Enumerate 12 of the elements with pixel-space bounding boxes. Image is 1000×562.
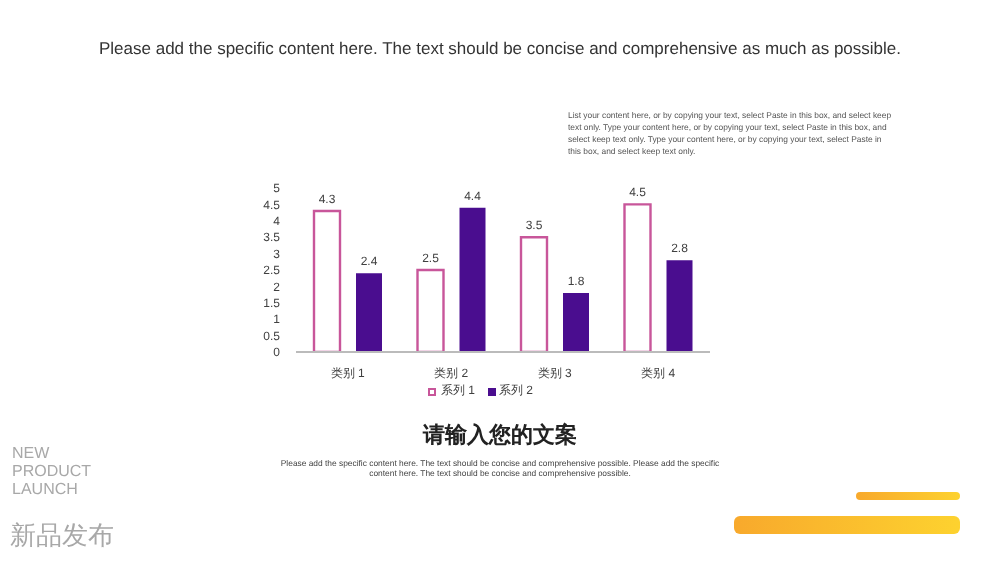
text: 请输入您的文案 xyxy=(423,424,577,448)
bar xyxy=(416,268,445,352)
text: NEW PRODUCT LAUNCH xyxy=(12,444,93,499)
bar xyxy=(623,203,652,352)
bar xyxy=(459,207,486,352)
bar xyxy=(666,260,693,352)
bar xyxy=(356,273,382,352)
bar xyxy=(563,292,589,352)
text: 新品发布 xyxy=(10,518,114,554)
bar xyxy=(312,209,342,352)
chart-title: Please add the specific content here. The text should be concise and comprehensive as much as possible. xyxy=(97,38,903,58)
bar xyxy=(519,236,549,352)
